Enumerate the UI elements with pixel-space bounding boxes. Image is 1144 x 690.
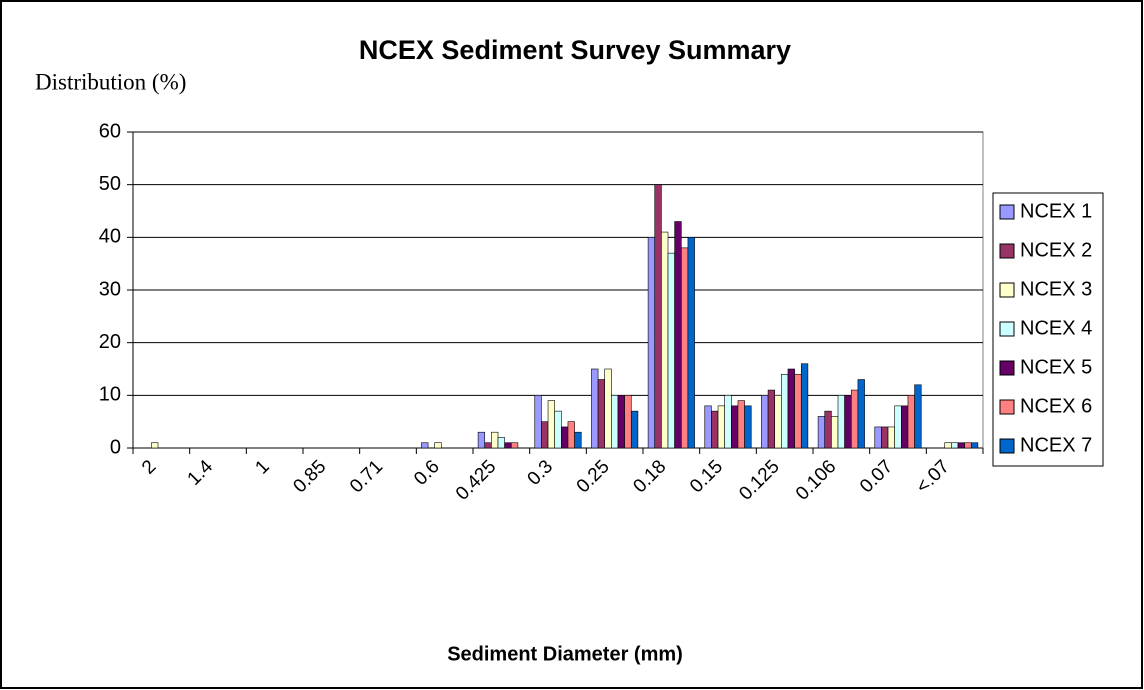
bar	[434, 442, 442, 449]
legend-label: NCEX 3	[1020, 278, 1092, 300]
bar	[887, 426, 895, 449]
x-axis-title: Sediment Diameter (mm)	[447, 643, 683, 665]
bar	[497, 437, 505, 449]
bar	[477, 431, 486, 449]
y-tick-label: 50	[99, 173, 121, 195]
bar	[951, 442, 959, 449]
bar	[504, 442, 512, 449]
bar	[667, 252, 675, 449]
legend-label: NCEX 4	[1020, 317, 1092, 339]
y-axis-title: Distribution (%)	[35, 69, 186, 94]
bar	[687, 237, 695, 449]
legend-swatch	[999, 243, 1015, 259]
legend-label: NCEX 7	[1020, 434, 1092, 456]
bar	[837, 395, 845, 449]
legend-swatch	[999, 399, 1015, 415]
y-tick-label: 40	[99, 226, 121, 248]
bar	[654, 184, 662, 449]
y-tick-label: 60	[99, 120, 121, 142]
bar	[767, 389, 776, 449]
bar	[421, 442, 429, 449]
bar	[630, 410, 639, 449]
bar	[704, 405, 712, 449]
bar	[907, 395, 915, 449]
bar	[661, 231, 669, 449]
bar	[547, 400, 555, 449]
bar	[534, 395, 542, 449]
y-tick-label: 30	[99, 278, 121, 300]
bar	[874, 426, 882, 449]
bar	[744, 405, 752, 449]
bar	[737, 400, 745, 449]
bar	[761, 395, 769, 449]
bar	[774, 395, 782, 449]
bar	[597, 379, 606, 449]
bar	[617, 395, 625, 449]
bar	[881, 426, 889, 449]
bar	[901, 405, 909, 449]
bar	[510, 442, 519, 449]
bar	[794, 373, 802, 449]
bar	[914, 384, 922, 449]
bar	[647, 237, 656, 449]
bar	[561, 426, 569, 449]
bar	[724, 395, 732, 449]
bar	[800, 363, 809, 449]
bar	[824, 410, 832, 449]
bar	[567, 421, 575, 449]
legend-swatch	[999, 282, 1015, 298]
bar	[781, 373, 789, 449]
bar	[850, 389, 859, 449]
bar	[484, 442, 492, 449]
bar	[964, 442, 972, 449]
bar	[970, 442, 979, 449]
bar	[574, 431, 582, 449]
y-tick-label: 0	[110, 436, 121, 458]
bar	[554, 410, 562, 449]
bar	[541, 421, 549, 449]
bar	[611, 395, 619, 449]
bar	[591, 368, 599, 449]
legend-label: NCEX 6	[1020, 395, 1092, 417]
bar	[674, 221, 682, 449]
legend-swatch	[999, 360, 1015, 376]
legend-label: NCEX 2	[1020, 239, 1092, 261]
legend-swatch	[999, 321, 1015, 337]
legend-label: NCEX 1	[1020, 200, 1092, 222]
bar	[491, 431, 499, 449]
y-tick-label: 20	[99, 331, 121, 353]
bar	[844, 395, 852, 449]
bar	[831, 416, 839, 449]
bar	[817, 416, 826, 449]
bar	[624, 395, 632, 449]
y-tick-label: 10	[99, 384, 121, 406]
bar	[787, 368, 795, 449]
bar	[717, 405, 725, 449]
bar	[680, 247, 689, 449]
chart-title: NCEX Sediment Survey Summary	[359, 35, 791, 65]
bar	[894, 405, 902, 449]
bar	[151, 442, 159, 449]
bar	[604, 368, 612, 449]
legend-label: NCEX 5	[1020, 356, 1092, 378]
bar	[944, 442, 952, 449]
bar	[711, 410, 719, 449]
legend-swatch	[999, 204, 1015, 220]
bar	[857, 379, 865, 449]
bar	[957, 442, 965, 449]
legend-swatch	[999, 438, 1015, 454]
bar	[731, 405, 739, 449]
